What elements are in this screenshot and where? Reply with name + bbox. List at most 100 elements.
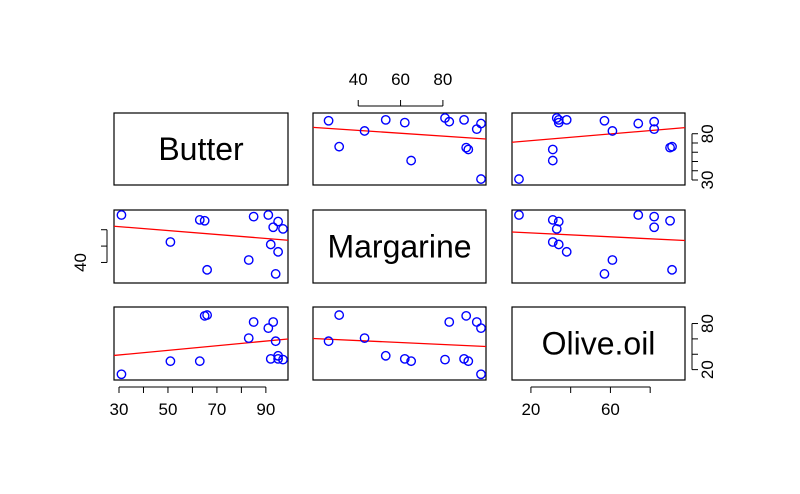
data-point-margarine-vs-butter (116, 210, 127, 220)
panel-frame-olive-oil-olive-oil (511, 306, 686, 381)
data-point-margarine-vs-olive-oil (667, 264, 677, 275)
data-point-butter-vs-olive-oil (553, 114, 564, 125)
regression-line-margarine-vs-olive-oil (512, 231, 685, 242)
data-point-butter-vs-olive-oil (649, 116, 660, 127)
data-point-margarine-vs-olive-oil (547, 215, 558, 225)
data-point-butter-vs-margarine (380, 114, 391, 125)
data-point-olive-oil-vs-margarine (406, 356, 417, 367)
data-point-olive-oil-vs-butter (116, 369, 127, 380)
data-point-olive-oil-vs-margarine (461, 310, 472, 321)
data-point-margarine-vs-butter (263, 210, 274, 220)
data-point-olive-oil-vs-butter (202, 310, 213, 320)
data-point-margarine-vs-butter (165, 237, 176, 247)
tick-label-left-margarine: 40 (71, 253, 90, 272)
data-point-olive-oil-vs-margarine (459, 353, 469, 364)
tick-label-top-margarine: 40 (349, 70, 368, 89)
data-point-butter-vs-olive-oil (551, 113, 562, 123)
data-point-margarine-vs-olive-oil (607, 255, 618, 265)
data-point-olive-oil-vs-margarine (359, 333, 370, 344)
data-point-olive-oil-vs-margarine (399, 353, 410, 364)
data-point-olive-oil-vs-margarine (444, 317, 455, 327)
data-point-margarine-vs-olive-oil (514, 210, 524, 220)
data-point-butter-vs-olive-oil (547, 144, 558, 155)
data-point-margarine-vs-olive-oil (649, 211, 660, 222)
tick-label-top-margarine: 60 (391, 70, 410, 89)
tick-label-top-margarine: 80 (433, 70, 452, 89)
data-point-olive-oil-vs-butter (243, 333, 254, 344)
tick-label-right-olive-oil: 80 (698, 314, 717, 333)
panel-frame-olive-oil-margarine (312, 306, 487, 381)
tick-label-right-butter: 30 (698, 171, 717, 190)
data-point-margarine-vs-olive-oil (551, 224, 562, 234)
data-point-olive-oil-vs-margarine (323, 336, 334, 347)
data-point-butter-vs-olive-oil (649, 124, 660, 135)
data-point-margarine-vs-butter (270, 269, 281, 279)
data-point-butter-vs-margarine (471, 124, 482, 135)
data-point-olive-oil-vs-butter (268, 317, 279, 327)
tick-label-right-olive-oil: 20 (698, 360, 717, 379)
data-point-margarine-vs-butter (199, 215, 210, 226)
data-point-olive-oil-vs-margarine (476, 323, 486, 334)
data-point-butter-vs-olive-oil (607, 126, 618, 136)
data-point-margarine-vs-olive-oil (599, 269, 610, 279)
data-point-butter-vs-margarine (399, 117, 410, 128)
panel-frame-butter-margarine (312, 112, 487, 186)
data-point-margarine-vs-butter (265, 239, 276, 250)
data-point-butter-vs-margarine (334, 141, 345, 152)
data-point-butter-vs-margarine (476, 174, 486, 184)
panel-frame-olive-oil-butter (113, 306, 289, 381)
data-point-olive-oil-vs-butter (248, 317, 259, 327)
data-point-olive-oil-vs-butter (263, 323, 274, 334)
panel-frame-margarine-butter (113, 209, 289, 284)
diagonal-label-olive-oil: Olive.oil (542, 326, 656, 362)
data-point-olive-oil-vs-margarine (380, 350, 391, 361)
data-point-butter-vs-margarine (406, 155, 417, 166)
data-point-butter-vs-olive-oil (633, 118, 644, 129)
data-point-olive-oil-vs-butter (278, 354, 288, 365)
data-point-butter-vs-margarine (476, 118, 486, 129)
data-point-margarine-vs-butter (202, 264, 213, 275)
data-point-butter-vs-olive-oil (547, 155, 558, 166)
data-point-margarine-vs-olive-oil (665, 215, 675, 226)
diagonal-label-margarine: Margarine (327, 229, 471, 265)
data-point-butter-vs-margarine (359, 126, 370, 136)
data-point-margarine-vs-butter (194, 215, 205, 225)
data-point-olive-oil-vs-margarine (476, 369, 486, 380)
data-point-olive-oil-vs-butter (194, 356, 205, 367)
data-point-olive-oil-vs-butter (273, 353, 284, 364)
tick-label-bottom-olive-oil: 20 (521, 400, 540, 419)
tick-label-bottom-butter: 90 (256, 400, 275, 419)
diagonal-label-butter: Butter (158, 131, 244, 167)
panel-frame-margarine-olive-oil (511, 209, 686, 284)
tick-label-bottom-butter: 30 (110, 400, 129, 419)
data-point-margarine-vs-butter (273, 216, 284, 227)
regression-line-olive-oil-vs-butter (114, 338, 288, 357)
data-point-butter-vs-margarine (323, 115, 334, 126)
data-point-butter-vs-margarine (461, 142, 472, 153)
data-point-margarine-vs-olive-oil (547, 237, 558, 247)
data-point-butter-vs-margarine (463, 144, 474, 155)
data-point-margarine-vs-olive-oil (633, 210, 644, 220)
tick-label-right-butter: 80 (698, 124, 717, 143)
tick-label-bottom-butter: 70 (207, 400, 226, 419)
data-point-margarine-vs-butter (278, 224, 288, 234)
tick-label-bottom-butter: 50 (158, 400, 177, 419)
panel-frame-butter-olive-oil (511, 112, 686, 186)
data-point-butter-vs-olive-oil (667, 141, 677, 152)
data-point-olive-oil-vs-butter (165, 356, 176, 367)
data-point-margarine-vs-butter (248, 211, 259, 222)
data-point-margarine-vs-olive-oil (649, 222, 660, 233)
regression-line-olive-oil-vs-margarine (313, 337, 486, 348)
data-point-olive-oil-vs-margarine (334, 310, 345, 320)
panel-frame-butter-butter (113, 112, 289, 186)
data-point-margarine-vs-butter (273, 246, 284, 257)
data-point-margarine-vs-butter (243, 255, 254, 265)
data-point-butter-vs-margarine (459, 114, 469, 125)
data-point-butter-vs-olive-oil (599, 115, 610, 126)
data-point-olive-oil-vs-margarine (440, 354, 450, 365)
data-point-olive-oil-vs-butter (270, 336, 281, 347)
regression-line-butter-vs-olive-oil (512, 126, 685, 143)
regression-line-margarine-vs-butter (114, 225, 288, 241)
tick-label-bottom-olive-oil: 60 (601, 400, 620, 419)
